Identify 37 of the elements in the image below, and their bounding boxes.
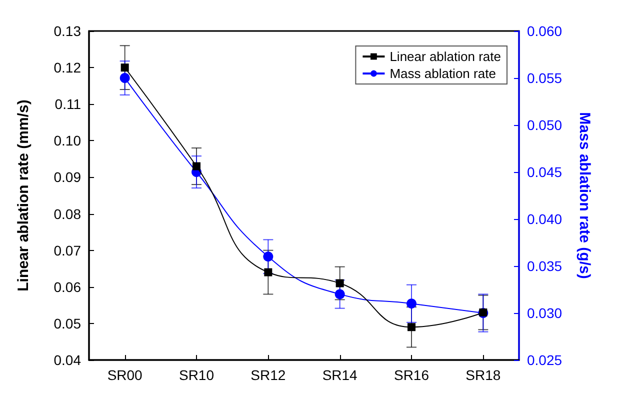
y-tick-label: 0.07 xyxy=(54,242,82,258)
y-tick-label: 0.10 xyxy=(54,132,82,149)
y2-tick-label: 0.045 xyxy=(527,164,562,180)
point xyxy=(406,298,416,309)
x-tick-label: SR10 xyxy=(178,367,214,383)
point xyxy=(120,73,130,83)
y-tick-label: 0.12 xyxy=(54,60,82,76)
point xyxy=(336,279,344,288)
y2-tick-label: 0.060 xyxy=(527,23,562,39)
y2-tick-label: 0.025 xyxy=(527,352,562,368)
y2-tick-label: 0.030 xyxy=(527,305,562,321)
y2-tick-label: 0.055 xyxy=(527,70,562,86)
x-tick-label: SR14 xyxy=(322,367,358,383)
point xyxy=(263,252,274,262)
point xyxy=(192,162,200,170)
y2-axis-title: Mass ablation rate (g/s) xyxy=(576,112,593,279)
y2-tick-label: 0.035 xyxy=(527,258,562,274)
x-tick-label: SR12 xyxy=(250,367,286,383)
point xyxy=(264,268,272,276)
x-tick-label: SR00 xyxy=(107,367,143,383)
y-tick-label: 0.06 xyxy=(54,278,82,295)
y-tick-label: 0.08 xyxy=(54,206,82,222)
x-tick-label: SR18 xyxy=(466,367,501,383)
y2-tick-label: 0.050 xyxy=(527,117,562,133)
y-tick-label: 0.13 xyxy=(54,23,82,39)
y-tick-label: 0.05 xyxy=(54,315,82,332)
y-tick-label: 0.11 xyxy=(54,96,82,112)
point xyxy=(334,289,345,300)
point xyxy=(120,64,129,72)
y-tick-label: 0.04 xyxy=(54,352,82,368)
legend-label: Mass ablation rate xyxy=(390,66,496,81)
y2-tick-label: 0.040 xyxy=(527,211,562,227)
y-axis-title: Linear ablation rate (mm/s) xyxy=(15,100,32,292)
y-tick-label: 0.09 xyxy=(54,169,82,186)
legend-label: Linear ablation rate xyxy=(390,49,502,64)
point xyxy=(408,323,416,332)
x-tick-label: SR16 xyxy=(394,367,430,383)
